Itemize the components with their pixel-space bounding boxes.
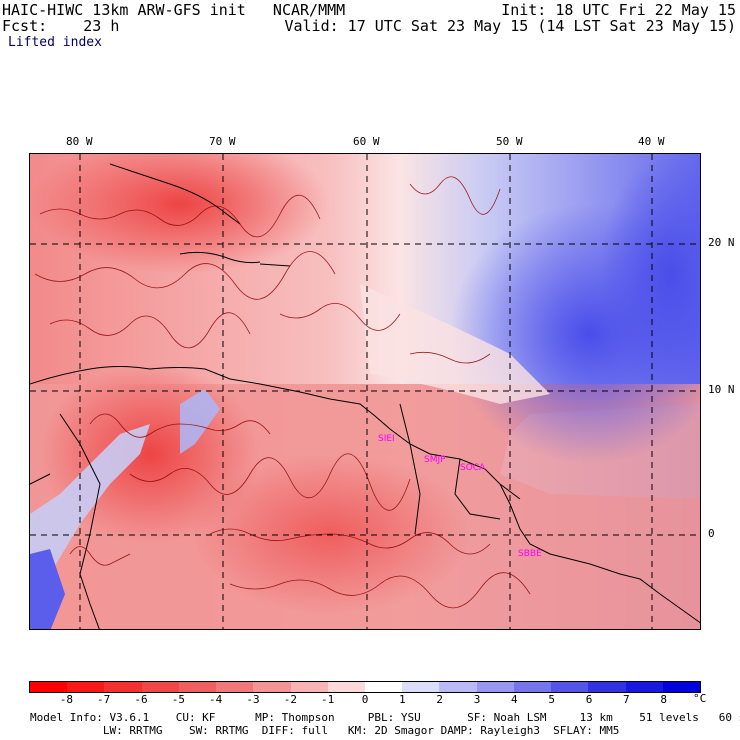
field-andes-blue — [30, 424, 150, 594]
colorbar-segment — [30, 682, 68, 692]
valid-time: Valid: 17 UTC Sat 23 May 15 (14 LST Sat … — [284, 17, 736, 35]
lon-label-80w: 80 W — [66, 135, 93, 148]
colorbar-segment — [476, 682, 514, 692]
colorbar-segment — [216, 682, 254, 692]
coastlines — [30, 163, 700, 629]
colorbar-tick-label: -6 — [134, 693, 148, 706]
colorbar-segment — [178, 682, 217, 692]
field-blue-core-east — [600, 154, 700, 394]
colorbar-tick-label: 0 — [361, 693, 369, 706]
colorbar-tick-label: -4 — [209, 693, 223, 706]
colorbar-segment — [104, 682, 142, 692]
colorbar-segment — [364, 682, 403, 692]
lat-label-20n: 20 N — [708, 236, 735, 249]
colorbar-segment — [141, 682, 179, 692]
colorbar-tick-label: 7 — [623, 693, 630, 706]
field-pale-strip — [360, 284, 550, 404]
colorbar-tick-label: 6 — [585, 693, 593, 706]
station-markers: SIEI SMJP SOCA SBBE — [378, 434, 542, 559]
station-sbbe: SBBE — [518, 549, 542, 559]
colorbar-segment — [513, 682, 552, 692]
model-info-line2: LW: RRTMG SW: RRTMG DIFF: full KM: 2D Sm… — [30, 724, 620, 737]
colorbar-segment — [253, 682, 291, 692]
lat-label-0: 0 — [708, 527, 715, 540]
colorbar-segment — [327, 682, 365, 692]
colorbar — [29, 681, 701, 693]
colorbar-segment — [662, 682, 700, 692]
colorbar-tick-label: -7 — [97, 693, 111, 706]
colorbar-tick-label: -2 — [283, 693, 297, 706]
colorbar-tick-label: -8 — [59, 693, 73, 706]
lon-label-50w: 50 W — [496, 135, 523, 148]
colorbar-tick-label: 1 — [399, 693, 406, 706]
lifted-index-map: SIEI SMJP SOCA SBBE — [29, 153, 701, 630]
field-pacific-blue — [30, 549, 65, 629]
colorbar-segment — [588, 682, 626, 692]
station-smjp: SMJP — [424, 455, 446, 465]
run-title: HAIC-HIWC 13km ARW-GFS init NCAR/MMM — [2, 1, 346, 19]
colorbar-tick-label: -5 — [171, 693, 185, 706]
colorbar-segment — [625, 682, 663, 692]
colorbar-tick-label: 3 — [473, 693, 481, 706]
colorbar-unit: °C — [693, 692, 707, 705]
graticule — [30, 154, 700, 629]
lat-label-10n: 10 N — [708, 383, 735, 396]
colorbar-tick-label: 5 — [548, 693, 555, 706]
colorbar-segment — [67, 682, 105, 692]
station-siei: SIEI — [378, 434, 395, 444]
colorbar-segment — [551, 682, 589, 692]
colorbar-tick-label: -3 — [246, 693, 260, 706]
lon-label-70w: 70 W — [209, 135, 236, 148]
colorbar-tick-label: -1 — [321, 693, 335, 706]
init-time: Init: 18 UTC Fri 22 May 15 — [501, 1, 736, 19]
model-info-line1: Model Info: V3.6.1 CU: KF MP: Thompson P… — [30, 711, 740, 724]
field-maracaibo-blue — [180, 389, 220, 454]
map-canvas: SIEI SMJP SOCA SBBE — [30, 154, 700, 629]
lon-label-60w: 60 W — [353, 135, 380, 148]
colorbar-segment — [402, 682, 440, 692]
colorbar-tick-label: 2 — [436, 693, 443, 706]
lon-label-40w: 40 W — [638, 135, 665, 148]
colorbar-segment — [290, 682, 328, 692]
colorbar-tick-label: 8 — [660, 693, 667, 706]
field-name: Lifted index — [8, 35, 102, 50]
colorbar-tick-label: 4 — [511, 693, 518, 706]
station-soca: SOCA — [460, 463, 486, 473]
forecast-hour: Fcst: 23 h — [2, 17, 120, 35]
li-contours — [34, 176, 531, 609]
colorbar-segment — [439, 682, 477, 692]
